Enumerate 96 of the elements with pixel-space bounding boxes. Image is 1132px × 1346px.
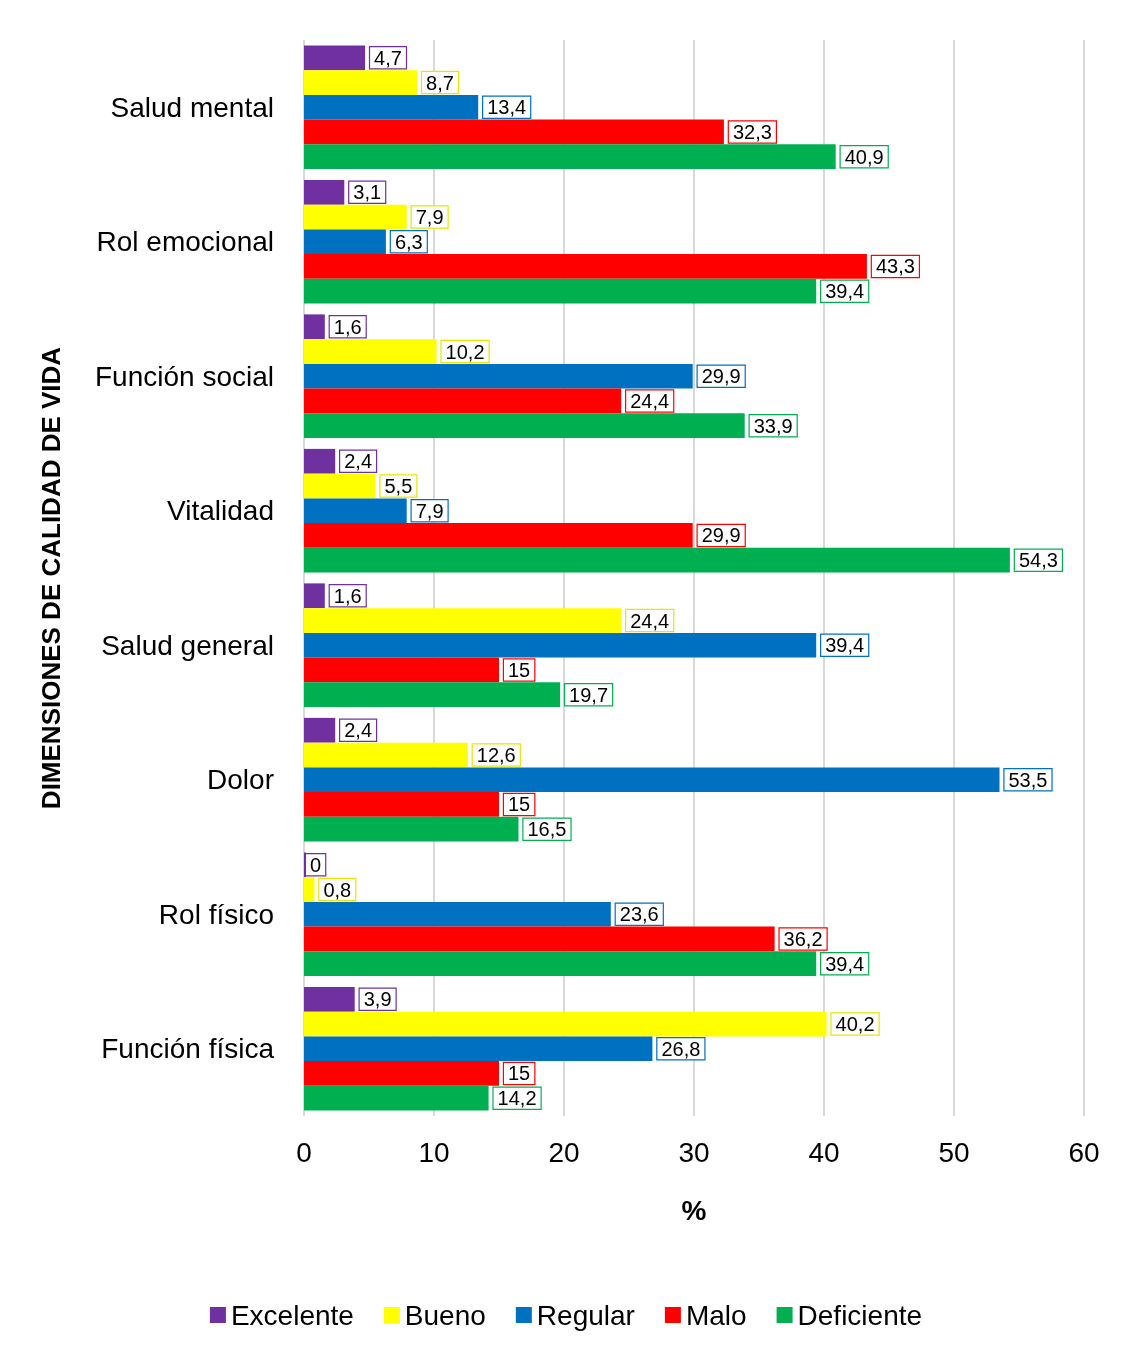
y-tick-label: Salud mental	[110, 91, 274, 123]
data-label: 12,6	[476, 744, 516, 766]
data-label: 43,3	[875, 255, 915, 278]
data-label: 24,4	[630, 390, 670, 412]
legend-label: Regular	[536, 1299, 635, 1331]
data-label: 2,4	[344, 719, 373, 742]
bar	[304, 229, 386, 255]
data-label: 0,8	[323, 878, 352, 901]
bar	[304, 742, 468, 768]
data-label: 1,6	[333, 584, 362, 607]
bar	[304, 792, 499, 817]
data-label: 19,7	[569, 683, 609, 706]
bar	[304, 204, 407, 230]
bar	[304, 1085, 489, 1111]
bar	[304, 388, 622, 414]
data-label: 0	[310, 853, 322, 876]
bar	[304, 254, 867, 279]
y-tick-label: Función física	[101, 1033, 275, 1065]
data-label: 4,7	[374, 46, 402, 69]
data-label: 39,4	[825, 634, 865, 657]
y-tick-label: Vitalidad	[167, 495, 274, 527]
bar	[304, 657, 499, 683]
bar	[304, 413, 745, 439]
data-label: 15	[508, 1062, 531, 1085]
data-label: 24,4	[630, 609, 670, 632]
bar	[304, 767, 1000, 793]
x-tick-label: 0	[296, 1136, 312, 1168]
data-label: 39,4	[825, 952, 865, 975]
data-label: 54,3	[1018, 549, 1058, 572]
y-axis-title: DIMENSIONES DE CALIDAD DE VIDA	[36, 346, 66, 810]
legend-label: Bueno	[404, 1299, 486, 1331]
bar	[304, 339, 437, 364]
bar	[304, 1061, 499, 1086]
x-tick-label: 30	[678, 1136, 710, 1168]
bar	[304, 278, 817, 304]
x-tick-label: 60	[1068, 1136, 1100, 1168]
data-label: 23,6	[619, 903, 659, 926]
bar	[304, 583, 325, 609]
bar	[304, 547, 1010, 573]
data-label: 32,3	[732, 121, 772, 143]
data-label: 15	[508, 793, 531, 816]
bar	[304, 1036, 653, 1062]
bar	[304, 523, 693, 548]
bar	[304, 448, 336, 474]
bar	[304, 179, 345, 205]
bar	[304, 94, 479, 120]
legend-label: Excelente	[230, 1299, 354, 1331]
bar	[304, 314, 325, 340]
data-label: 7,9	[415, 206, 444, 228]
data-label: 7,9	[415, 499, 444, 522]
data-label: 5,5	[384, 475, 413, 497]
y-tick-label: Rol emocional	[96, 226, 274, 258]
x-tick-label: 20	[548, 1136, 580, 1168]
data-label: 40,2	[835, 1013, 875, 1035]
y-tick-label: Salud general	[101, 629, 274, 661]
y-tick-label: Dolor	[207, 764, 274, 796]
bar	[304, 363, 693, 389]
data-label: 10,2	[445, 340, 485, 363]
bar	[304, 717, 336, 743]
bar	[304, 144, 836, 170]
x-tick-label: 50	[938, 1136, 970, 1168]
data-label: 3,1	[353, 181, 382, 204]
legend-label: Malo	[685, 1299, 747, 1331]
data-label: 8,7	[426, 71, 454, 94]
x-tick-label: 40	[808, 1136, 840, 1168]
bar	[304, 926, 775, 952]
x-axis-title: %	[681, 1194, 707, 1226]
data-label: 29,9	[701, 524, 741, 547]
legend-label: Deficiente	[797, 1299, 923, 1331]
data-label: 16,5	[527, 818, 567, 841]
data-label: 33,9	[753, 414, 793, 437]
data-label: 2,4	[344, 450, 373, 473]
x-tick-label: 10	[418, 1136, 450, 1168]
bar	[304, 1011, 827, 1037]
data-label: 6,3	[394, 230, 423, 253]
bar	[304, 986, 355, 1012]
bar	[304, 119, 724, 145]
bar	[304, 498, 407, 524]
data-label: 3,9	[363, 988, 392, 1011]
data-label: 26,8	[661, 1037, 701, 1060]
bar	[304, 951, 817, 977]
data-label: 53,5	[1008, 768, 1048, 791]
data-label: 40,9	[844, 145, 884, 168]
bar	[304, 608, 622, 633]
data-label: 14,2	[497, 1087, 537, 1110]
data-label: 1,6	[333, 315, 362, 338]
bar	[304, 901, 611, 927]
data-label: 39,4	[825, 280, 865, 303]
bar	[304, 816, 519, 842]
y-tick-label: Función social	[95, 360, 274, 392]
data-label: 13,4	[487, 96, 527, 119]
data-label: 36,2	[783, 928, 823, 950]
y-tick-label: Rol físico	[158, 898, 274, 930]
bar	[304, 632, 817, 658]
data-label: 29,9	[701, 365, 741, 388]
data-label: 15	[508, 659, 531, 681]
